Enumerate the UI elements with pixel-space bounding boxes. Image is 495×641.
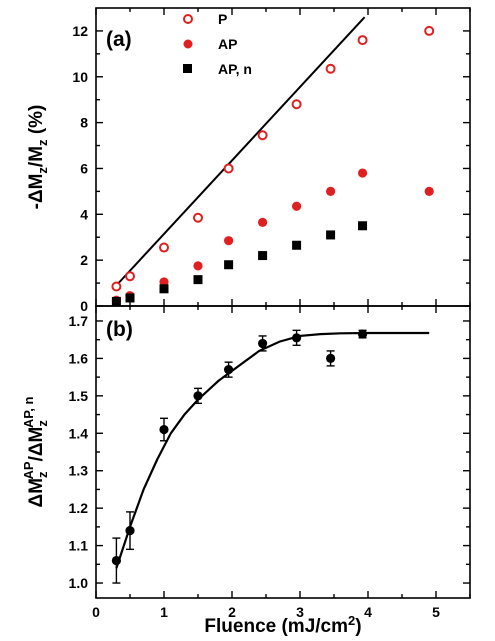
y-tick-label: 8 <box>80 115 88 131</box>
y-tick-label: 2 <box>80 252 88 268</box>
data-point-p <box>291 99 302 110</box>
data-point-data <box>193 391 203 401</box>
data-point-ap-n <box>326 230 336 240</box>
data-point-ap <box>292 201 302 211</box>
data-point-ap <box>326 186 336 196</box>
data-point-p <box>111 281 122 292</box>
y-tick-label: 1.5 <box>69 388 89 404</box>
data-point-p <box>357 35 368 46</box>
data-point-data <box>258 338 268 349</box>
legend-marker-ap-n <box>183 64 192 73</box>
data-point-ap <box>258 217 268 227</box>
data-point-data <box>357 329 368 339</box>
y-tick-label: 1.7 <box>69 313 89 329</box>
data-point-ap <box>159 277 169 287</box>
x-tick-label: 5 <box>432 604 440 620</box>
data-point-ap-n <box>193 275 203 285</box>
data-point-p <box>424 25 435 36</box>
data-point-ap <box>357 168 368 178</box>
data-point-ap-n <box>125 293 135 303</box>
panel-a-label: (a) <box>106 28 132 51</box>
fit-curve <box>115 331 430 569</box>
x-tick-label: 1 <box>160 604 168 620</box>
data-point-p <box>125 271 135 282</box>
legend-marker-p <box>183 14 193 24</box>
x-tick-label: 2 <box>228 604 236 620</box>
data-point-ap-n <box>159 284 169 294</box>
legend-label-ap: AP <box>218 36 237 52</box>
data-point-p <box>193 212 203 223</box>
y-tick-label: 6 <box>80 160 88 176</box>
data-point-p <box>159 242 169 253</box>
data-point-ap-n <box>358 221 368 231</box>
y-tick-label: 1.0 <box>69 575 89 591</box>
panel-a-frame <box>95 7 471 307</box>
panel-b-frame <box>95 305 471 599</box>
y-tick-label: 1.6 <box>69 350 89 366</box>
x-tick-label: 3 <box>296 604 304 620</box>
data-point-ap-n <box>111 296 121 306</box>
data-point-ap-n <box>292 240 302 250</box>
data-point-data <box>326 353 336 364</box>
panel-b-label: (b) <box>106 318 133 341</box>
y-tick-label: 12 <box>72 23 88 39</box>
fit-line <box>115 16 366 287</box>
data-point-ap <box>424 186 434 196</box>
x-tick-label: 0 <box>92 604 100 620</box>
data-point-data <box>292 333 302 343</box>
legend-label-ap-n: AP, n <box>218 61 252 77</box>
y-tick-label: 1.3 <box>69 463 89 479</box>
y-tick-label: 10 <box>72 69 88 85</box>
panel-a-y-axis-label: -ΔMz/Mz (%) <box>26 105 50 210</box>
y-tick-label: 4 <box>80 206 88 222</box>
data-point-data <box>224 365 234 375</box>
y-tick-label: 0 <box>80 298 88 314</box>
data-point-p <box>257 130 268 141</box>
legend-marker-ap <box>183 39 193 49</box>
data-point-p <box>325 63 336 74</box>
data-point-data <box>125 526 135 536</box>
data-point-p <box>223 163 234 174</box>
data-point-data <box>111 555 121 566</box>
x-tick-label: 4 <box>364 604 372 620</box>
data-point-data <box>159 424 169 435</box>
panel-b-y-axis-label: ΔMzAP/ΔMzAP, n <box>21 397 50 508</box>
data-point-ap <box>193 261 203 271</box>
legend-label-p: P <box>218 11 227 27</box>
data-point-ap-n <box>258 251 268 261</box>
x-axis-label: Fluence (mJ/cm2) <box>204 613 361 637</box>
data-point-ap <box>224 236 234 246</box>
y-tick-label: 1.2 <box>69 500 89 516</box>
data-point-ap-n <box>224 260 234 270</box>
legend: P AP AP, n <box>183 11 252 77</box>
y-tick-label: 1.4 <box>69 425 89 441</box>
y-tick-label: 1.1 <box>69 538 89 554</box>
